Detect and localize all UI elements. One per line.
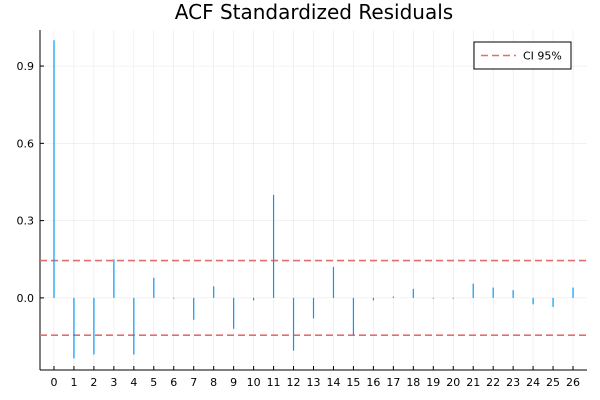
- chart-title: ACF Standardized Residuals: [175, 0, 453, 24]
- x-tick-label: 8: [210, 376, 217, 389]
- x-tick-label: 26: [566, 376, 580, 389]
- x-tick-label: 7: [190, 376, 197, 389]
- y-tick-label: 0.0: [17, 292, 35, 305]
- x-tick-label: 10: [247, 376, 261, 389]
- grid: [40, 30, 587, 370]
- x-tick-label: 25: [546, 376, 560, 389]
- x-tick-label: 17: [386, 376, 400, 389]
- x-tick-label: 6: [170, 376, 177, 389]
- x-tick-label: 11: [267, 376, 281, 389]
- x-tick-label: 15: [346, 376, 360, 389]
- x-tick-label: 5: [150, 376, 157, 389]
- acf-bars: [53, 40, 574, 359]
- y-tick-label: 0.9: [17, 60, 35, 73]
- x-tick-label: 4: [130, 376, 137, 389]
- x-tick-label: 2: [90, 376, 97, 389]
- x-tick-label: 16: [366, 376, 380, 389]
- y-tick-label: 0.3: [17, 215, 35, 228]
- x-tick-label: 21: [466, 376, 480, 389]
- x-tick-label: 12: [287, 376, 301, 389]
- x-tick-label: 1: [70, 376, 77, 389]
- legend-box: [473, 41, 572, 70]
- x-tick-label: 18: [406, 376, 420, 389]
- x-tick-label: 9: [230, 376, 237, 389]
- x-tick-label: 3: [110, 376, 117, 389]
- x-tick-label: 23: [506, 376, 520, 389]
- x-tick-label: 24: [526, 376, 540, 389]
- x-tick-label: 19: [426, 376, 440, 389]
- x-tick-label: 20: [446, 376, 460, 389]
- y-tick-label: 0.6: [17, 137, 35, 150]
- x-tick-label: 0: [50, 376, 57, 389]
- legend: CI 95%: [473, 41, 572, 70]
- ci-lines: [40, 259, 587, 337]
- axes: 0 1 2 3 4 5 6 7 8 9 10 11 12 13 14 15 16 17 18 19 20 21 22 23 24…: [17, 30, 587, 389]
- x-tick-label: 14: [326, 376, 340, 389]
- x-tick-label: 13: [307, 376, 321, 389]
- x-tick-label: 22: [486, 376, 500, 389]
- legend-ci-label: CI 95%: [523, 50, 562, 63]
